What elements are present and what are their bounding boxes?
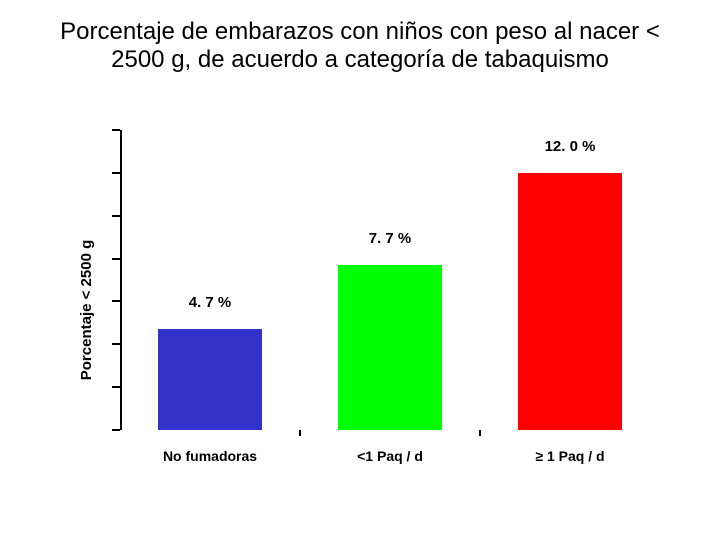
y-tick (112, 172, 120, 174)
x-sep-tick (299, 430, 301, 436)
y-tick (112, 386, 120, 388)
chart-title: Porcentaje de embarazos con niños con pe… (40, 18, 680, 73)
bar (158, 329, 262, 430)
bar (338, 265, 442, 430)
x-axis-label: <1 Paq / d (357, 448, 423, 464)
plot-area: 4. 7 % 7. 7 % 12. 0 % (120, 130, 660, 430)
x-axis-label: ≥ 1 Paq / d (535, 448, 604, 464)
bar-value-label: 12. 0 % (545, 138, 596, 155)
chart-area: Porcentaje < 2500 g 4. 7 %7. 7 %12. 0 % … (60, 130, 680, 490)
slide: Porcentaje de embarazos con niños con pe… (0, 0, 720, 540)
y-tick (112, 300, 120, 302)
y-tick (112, 215, 120, 217)
bar (518, 173, 622, 430)
x-sep-tick (479, 430, 481, 436)
x-axis-labels: No fumadoras <1 Paq / d ≥ 1 Paq / d (120, 440, 660, 480)
y-tick (112, 343, 120, 345)
x-axis-label: No fumadoras (163, 448, 257, 464)
y-tick (112, 258, 120, 260)
bars-container: 4. 7 % 7. 7 % 12. 0 % (120, 130, 660, 430)
bar-value-label: 4. 7 % (189, 294, 232, 311)
bar-value-label: 7. 7 % (369, 230, 412, 247)
y-tick (112, 129, 120, 131)
y-tick (112, 429, 120, 431)
y-axis-ticks: 02 -46 -8 -10 -12 -14 - (60, 130, 120, 430)
